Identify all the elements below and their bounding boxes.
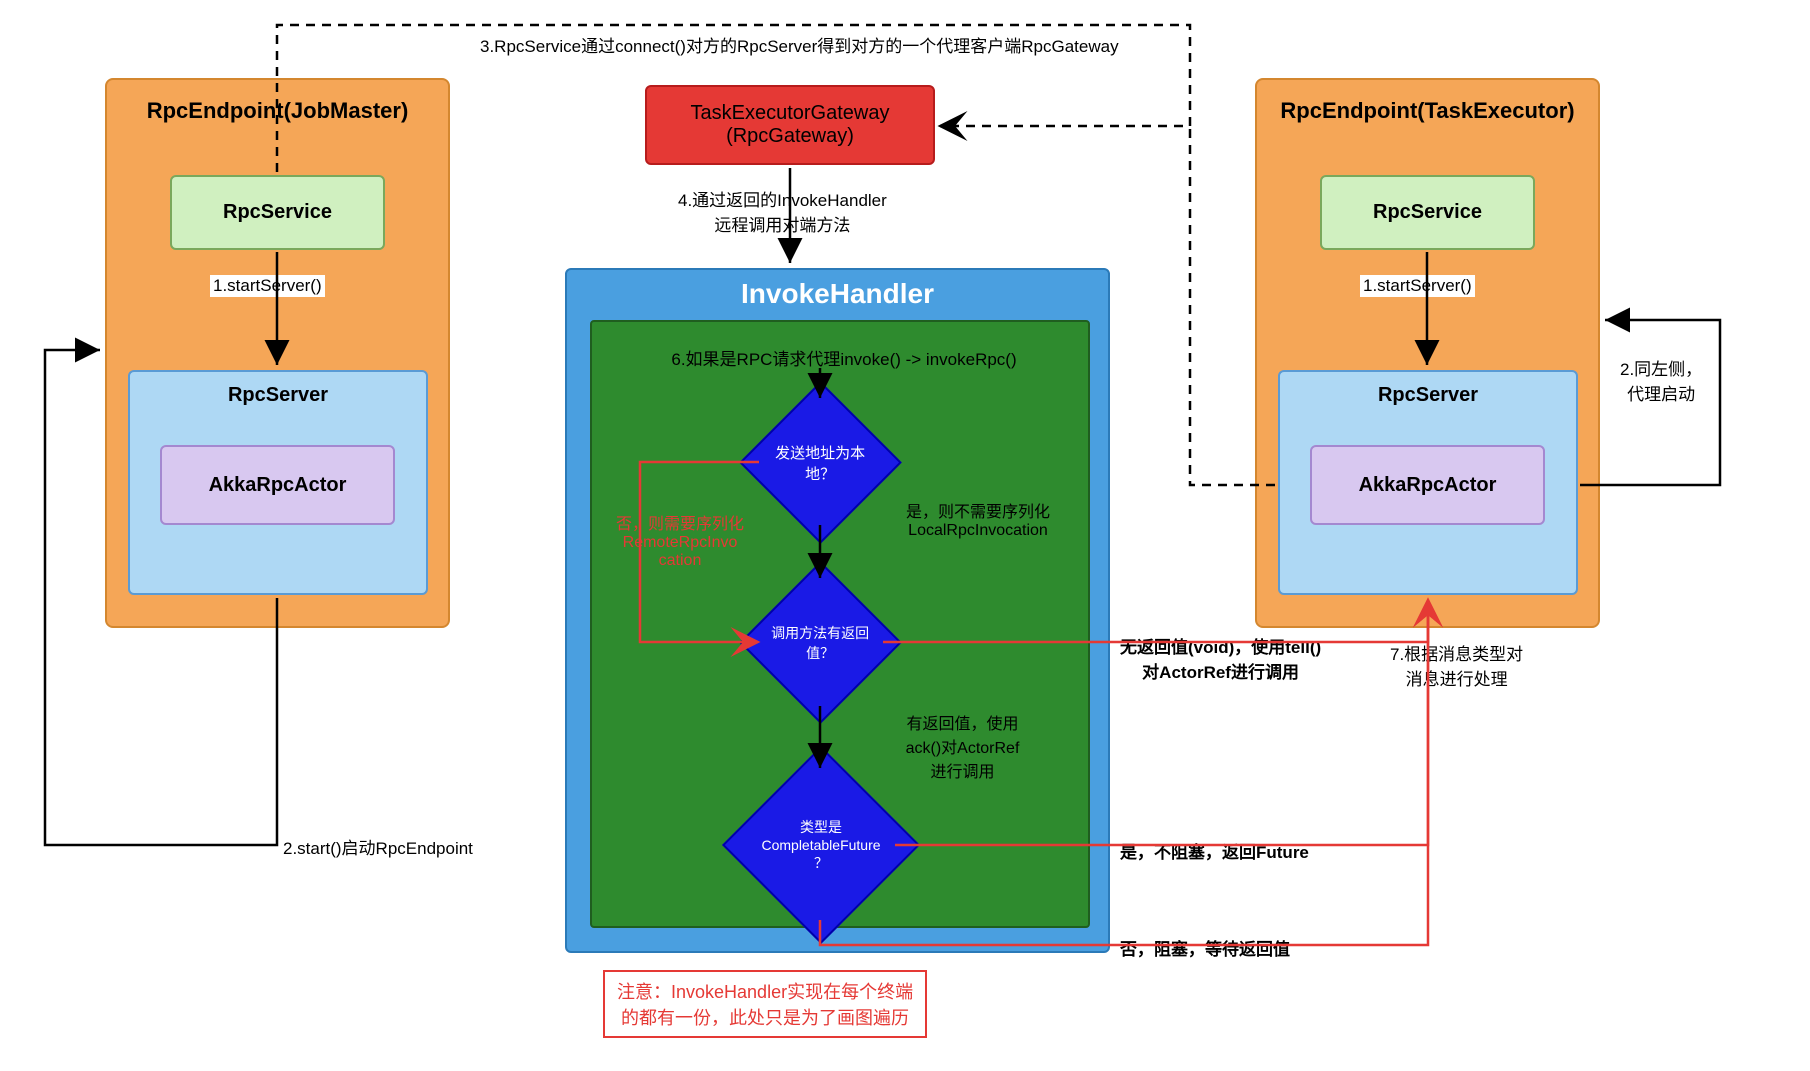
note-box: 注意：InvokeHandler实现在每个终端 的都有一份，此处只是为了画图遍历 xyxy=(603,970,927,1038)
step7-label: 7.根据消息类型对 消息进行处理 xyxy=(1390,640,1523,690)
d3-no-label: 否，阻塞，等待返回值 xyxy=(1120,935,1290,960)
decision2-label: 调用方法有返回值？ xyxy=(765,619,876,667)
right-akka-label: AkkaRpcActor xyxy=(1359,474,1497,497)
d2-yes-label: 有返回值，使用 ack()对ActorRef 进行调用 xyxy=(875,710,1050,782)
decision3-label: 类型是 CompletableFuture ？ xyxy=(753,813,889,877)
left-akka-box: AkkaRpcActor xyxy=(160,445,395,525)
left-endpoint-title: RpcEndpoint(JobMaster) xyxy=(107,98,448,124)
left-rpcserver-label: RpcServer xyxy=(130,384,426,407)
step2-right-label: 2.同左侧， 代理启动 xyxy=(1620,355,1702,405)
right-endpoint-title: RpcEndpoint(TaskExecutor) xyxy=(1257,98,1598,124)
gateway-box: TaskExecutorGateway (RpcGateway) xyxy=(645,85,935,165)
right-akka-box: AkkaRpcActor xyxy=(1310,445,1545,525)
gateway-label: TaskExecutorGateway (RpcGateway) xyxy=(691,102,890,148)
note-text: 注意：InvokeHandler实现在每个终端 的都有一份，此处只是为了画图遍历 xyxy=(617,982,913,1028)
right-rpcservice-label: RpcService xyxy=(1373,201,1482,224)
left-rpcservice-box: RpcService xyxy=(170,175,385,250)
d2-no-label: 无返回值(void)，使用tell() 对ActorRef进行调用 xyxy=(1120,633,1321,683)
decision1-label: 发送地址为本地？ xyxy=(765,438,876,488)
d1-yes-label: 是，则不需要序列化 LocalRpcInvocation xyxy=(883,498,1073,540)
invokehandler-title: InvokeHandler xyxy=(567,278,1108,310)
left-startserver-label: 1.startServer() xyxy=(210,275,325,297)
right-rpcserver-label: RpcServer xyxy=(1280,384,1576,407)
step3-label: 3.RpcService通过connect()对方的RpcServer得到对方的… xyxy=(480,32,1119,57)
d1-no-label: 否，则需要序列化 RemoteRpcInvo cation xyxy=(605,510,755,570)
right-rpcservice-box: RpcService xyxy=(1320,175,1535,250)
left-rpcservice-label: RpcService xyxy=(223,201,332,224)
step2-left-label: 2.start()启动RpcEndpoint xyxy=(280,833,476,860)
step4-label: 4.通过返回的InvokeHandler 远程调用对端方法 xyxy=(675,185,890,237)
step6-label: 6.如果是RPC请求代理invoke() -> invokeRpc() xyxy=(614,345,1074,370)
left-akka-label: AkkaRpcActor xyxy=(209,474,347,497)
d3-yes-label: 是，不阻塞，返回Future xyxy=(1120,838,1309,863)
right-startserver-label: 1.startServer() xyxy=(1360,275,1475,297)
